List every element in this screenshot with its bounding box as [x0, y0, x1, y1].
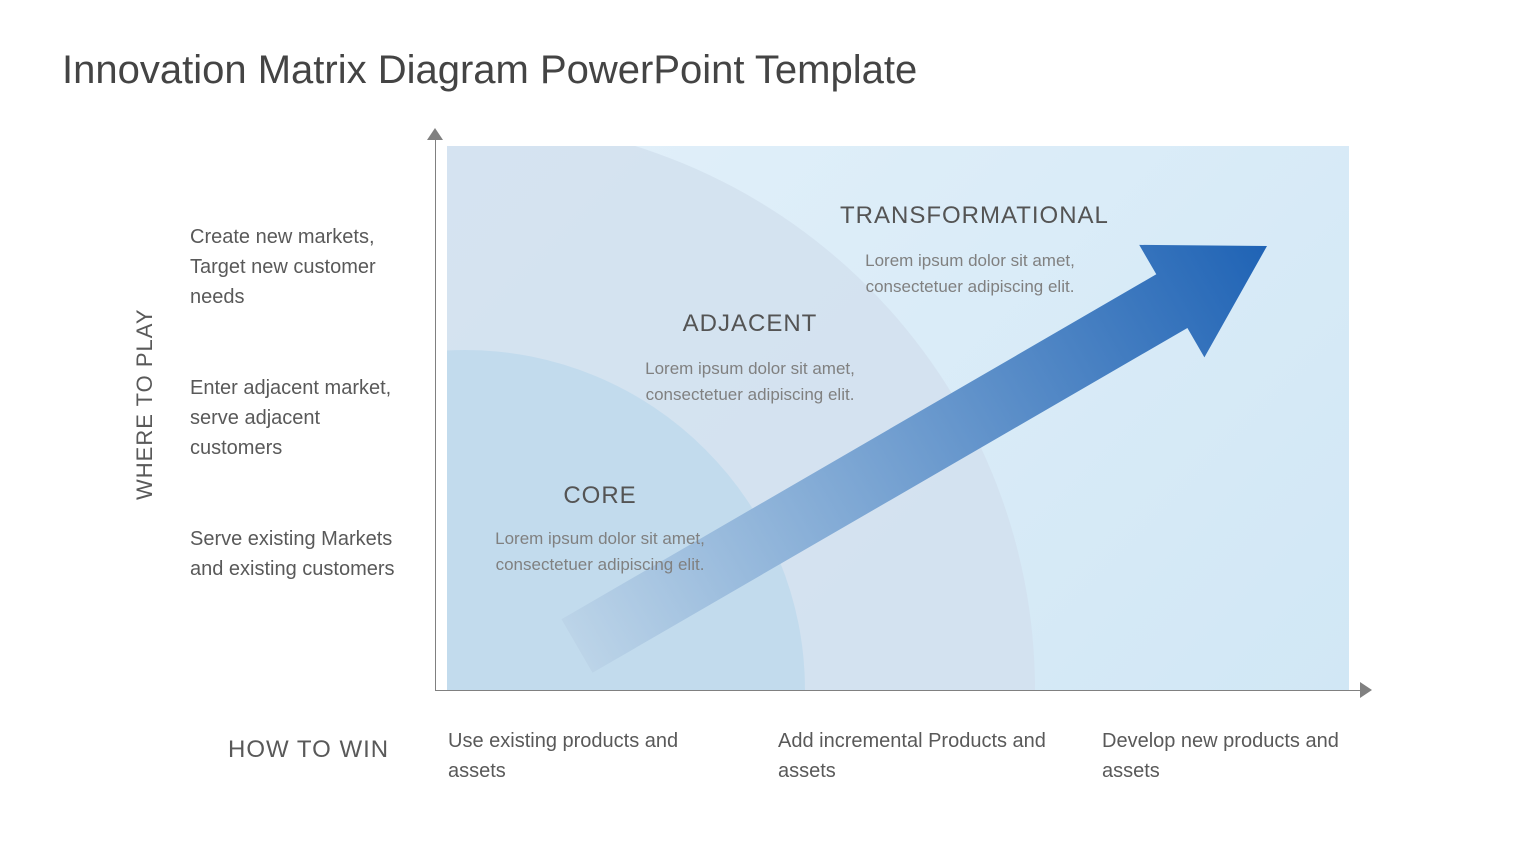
x-axis-title: HOW TO WIN	[228, 736, 389, 764]
slide-title: Innovation Matrix Diagram PowerPoint Tem…	[62, 48, 917, 93]
zone-title-core: CORE	[470, 482, 730, 510]
slide: Innovation Matrix Diagram PowerPoint Tem…	[0, 0, 1536, 864]
zone-title-adjacent: ADJACENT	[620, 310, 880, 338]
zone-desc-transformational: Lorem ipsum dolor sit amet, consectetuer…	[860, 248, 1080, 299]
y-axis-arrowhead-icon	[427, 128, 443, 140]
x-axis-label-1: Use existing products and assets	[448, 726, 728, 786]
zone-desc-adjacent: Lorem ipsum dolor sit amet, consectetuer…	[640, 356, 860, 407]
y-axis-label-1: Create new markets, Target new customer …	[190, 222, 410, 312]
x-axis-line	[435, 690, 1364, 691]
x-axis-label-3: Develop new products and assets	[1102, 726, 1382, 786]
y-axis-label-3: Serve existing Markets and existing cust…	[190, 524, 410, 584]
y-axis-title: WHERE TO PLAY	[132, 309, 158, 501]
x-axis-label-2: Add incremental Products and assets	[778, 726, 1058, 786]
x-axis-arrowhead-icon	[1360, 682, 1372, 698]
zone-title-transformational: TRANSFORMATIONAL	[840, 202, 1100, 230]
zone-desc-core: Lorem ipsum dolor sit amet, consectetuer…	[490, 526, 710, 577]
y-axis-label-2: Enter adjacent market, serve adjacent cu…	[190, 373, 410, 463]
y-axis-line	[435, 136, 436, 690]
